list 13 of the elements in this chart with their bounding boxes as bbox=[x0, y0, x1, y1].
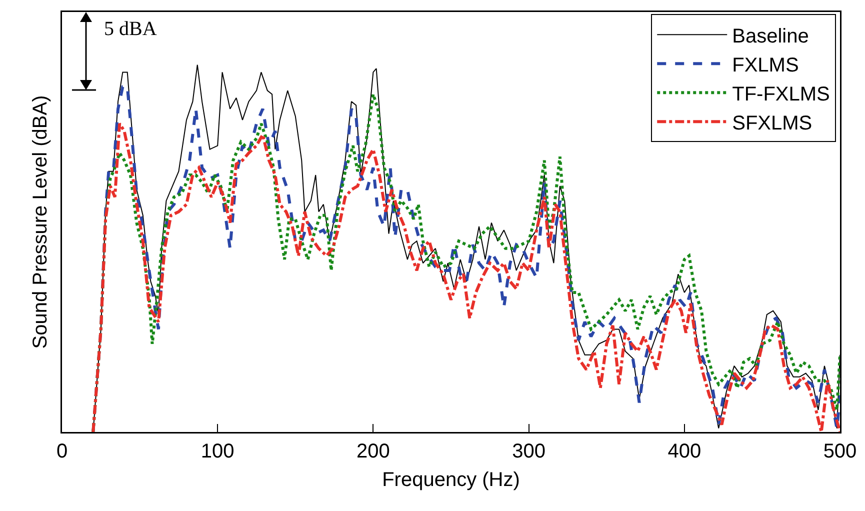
legend-label: TF-FXLMS bbox=[732, 83, 830, 106]
x-tick-label: 400 bbox=[668, 440, 702, 462]
x-tick-label: 100 bbox=[200, 440, 234, 462]
legend-label: FXLMS bbox=[732, 54, 799, 76]
x-axis-title: Frequency (Hz) bbox=[382, 468, 520, 491]
x-tick-label: 300 bbox=[512, 440, 546, 462]
x-tick-label: 0 bbox=[56, 440, 68, 462]
legend-label: Baseline bbox=[732, 25, 809, 48]
text: 5 dBA bbox=[104, 18, 158, 40]
x-tick-label: 200 bbox=[356, 440, 390, 462]
y-axis-title: Sound Pressure Level (dBA) bbox=[29, 95, 52, 349]
x-tick-label: 500 bbox=[823, 440, 857, 462]
legend-label: SFXLMS bbox=[732, 112, 812, 134]
